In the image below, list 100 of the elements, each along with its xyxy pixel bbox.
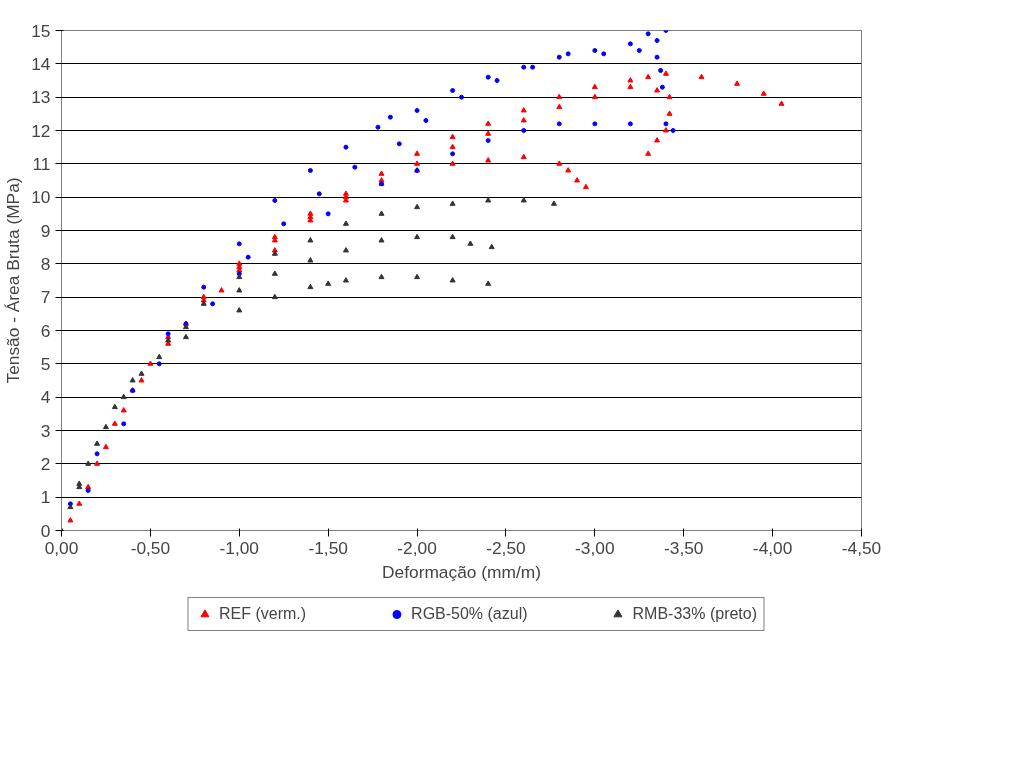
point: [670, 128, 676, 133]
point: [236, 307, 243, 313]
point: [281, 221, 287, 227]
point: [414, 108, 420, 113]
y-tick-label: 3: [40, 420, 51, 441]
point: [530, 64, 536, 70]
y-axis-title: Tensão - Área Bruta (MPa): [3, 177, 24, 384]
point: [120, 393, 127, 400]
point: [307, 237, 314, 243]
point: [271, 293, 278, 300]
point: [659, 84, 665, 90]
x-axis-title: Deformação (mm/m): [382, 561, 541, 582]
point: [375, 124, 381, 130]
point: [450, 88, 456, 93]
point: [378, 210, 385, 216]
point: [182, 333, 189, 340]
point: [450, 151, 456, 157]
point: [307, 257, 314, 263]
point: [156, 361, 162, 367]
point: [449, 200, 456, 206]
point: [210, 301, 216, 307]
point: [494, 78, 500, 83]
point: [121, 421, 127, 427]
point: [316, 191, 322, 197]
point: [485, 197, 492, 203]
point: [449, 233, 456, 240]
point: [485, 138, 491, 143]
point: [423, 118, 429, 123]
point: [414, 203, 421, 210]
point: [488, 243, 495, 250]
legend-label: REF (verm.): [218, 605, 307, 623]
y-tick-label: 10: [31, 187, 51, 208]
point: [111, 403, 118, 410]
point: [343, 144, 349, 150]
point: [102, 423, 109, 430]
point: [342, 220, 349, 226]
point: [627, 121, 633, 127]
y-tick-label: 5: [40, 353, 51, 374]
point: [201, 284, 207, 290]
y-tick-label: 14: [31, 53, 51, 74]
point: [663, 121, 669, 127]
point: [556, 121, 562, 127]
point: [271, 270, 278, 276]
x-tick-label: -4,00: [752, 537, 793, 558]
point: [627, 41, 633, 47]
point: [396, 141, 402, 147]
x-tick-label: -1,00: [219, 537, 260, 558]
point: [272, 198, 278, 203]
x-tick-label: -1,50: [308, 537, 348, 558]
y-tick-label: 4: [40, 387, 51, 408]
point: [658, 68, 664, 73]
x-tick-label: -4,50: [841, 537, 882, 558]
y-tick-label: 8: [40, 253, 51, 274]
y-tick-label: 9: [40, 220, 51, 241]
y-tick-label: 15: [31, 20, 51, 41]
point: [467, 240, 474, 246]
point: [342, 247, 349, 253]
legend-label: RMB-33% (preto): [632, 605, 758, 623]
y-tick-label: 7: [40, 287, 51, 308]
point: [521, 128, 527, 133]
point: [556, 54, 562, 60]
point: [636, 48, 642, 53]
point: [129, 377, 136, 383]
y-tick-label: 13: [31, 87, 51, 108]
point: [414, 273, 421, 280]
legend-label: RGB-50% (azul): [411, 605, 528, 623]
x-tick-label: -0,50: [130, 537, 171, 558]
y-tick-label: 11: [32, 153, 51, 174]
point: [76, 480, 83, 486]
point: [325, 211, 331, 217]
point: [449, 277, 456, 283]
point: [245, 254, 251, 260]
y-tick-label: 12: [31, 120, 51, 141]
x-tick-label: -3,00: [575, 537, 615, 558]
point: [601, 51, 607, 57]
point: [94, 440, 101, 446]
point: [387, 114, 393, 120]
y-tick-label: 1: [40, 487, 51, 508]
point: [156, 353, 163, 360]
point: [485, 74, 491, 80]
x-tick-label: -3,50: [663, 537, 704, 558]
point: [85, 460, 92, 466]
point: [565, 51, 571, 57]
point: [236, 241, 242, 247]
point: [138, 370, 145, 376]
x-tick-label: -2,00: [397, 537, 437, 558]
point: [94, 451, 100, 457]
point: [654, 38, 660, 43]
point: [307, 283, 314, 290]
point: [352, 164, 358, 170]
point: [592, 121, 598, 127]
point: [485, 280, 492, 286]
point: [645, 31, 651, 37]
x-tick-label: -2,50: [486, 537, 526, 558]
point: [459, 94, 464, 100]
point: [654, 54, 660, 60]
y-tick-label: 2: [40, 453, 51, 474]
point: [378, 273, 385, 280]
point: [550, 200, 557, 206]
point: [85, 488, 91, 493]
